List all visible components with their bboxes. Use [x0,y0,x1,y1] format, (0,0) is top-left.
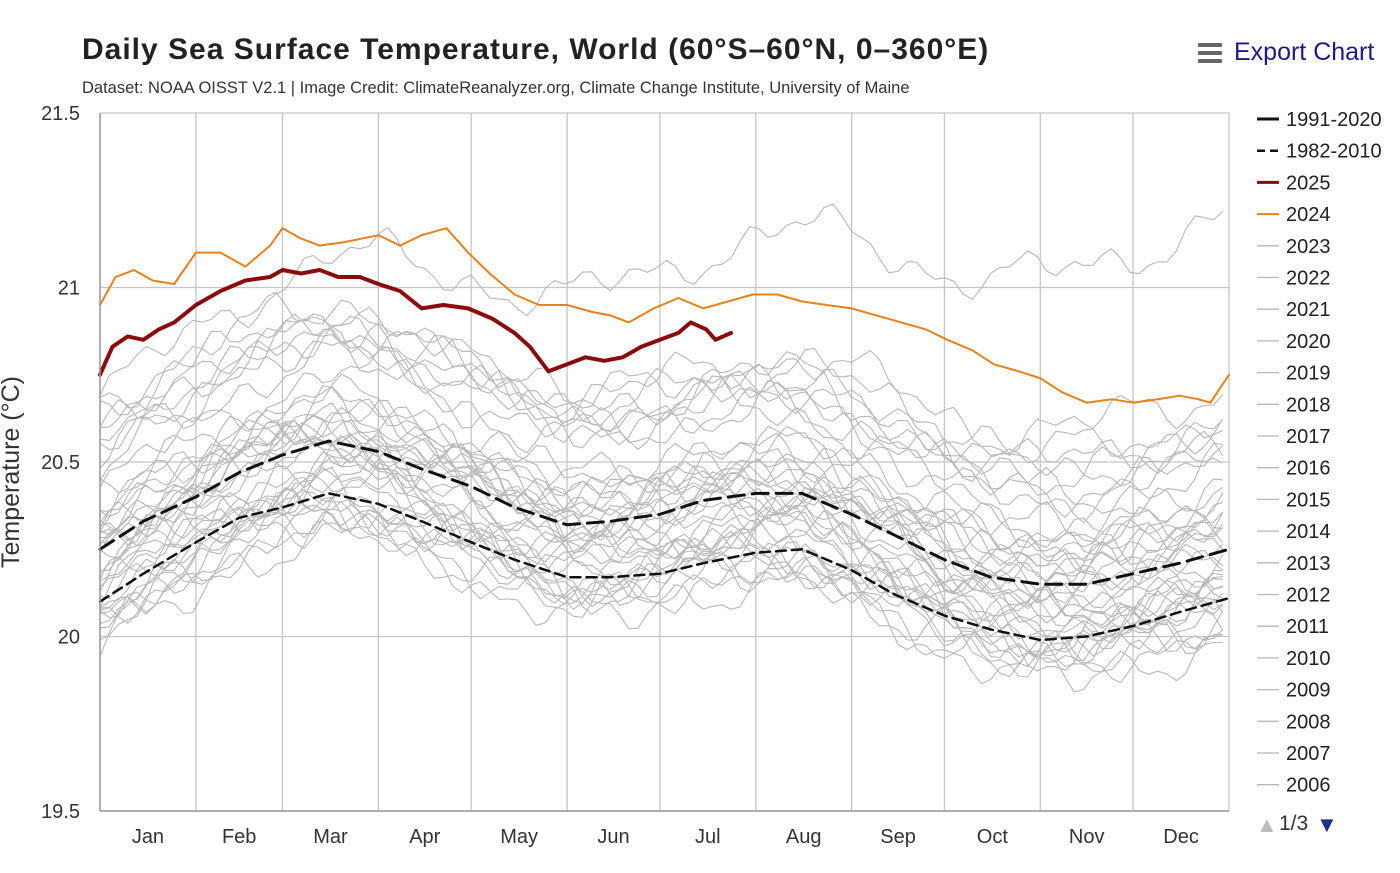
menu-icon [1198,42,1222,63]
legend-item-label: 2008 [1286,711,1331,733]
series-1998 [99,421,1224,640]
chart-subtitle: Dataset: NOAA OISST V2.1 | Image Credit:… [82,79,910,97]
legend-item-label: 2013 [1286,553,1331,575]
legend-item-label: 2011 [1286,616,1329,638]
legend: 1991-2020 1982-2010 2025 2024 2023 2022 2021 20… [1257,109,1382,797]
grid-lines [99,112,1230,812]
legend-item-label: 2020 [1286,331,1331,353]
series-2018 [99,328,1223,514]
y-tick-label: 21 [58,278,80,300]
legend-item-label: 1982-2010 [1286,141,1382,163]
legend-item-label: 2012 [1286,585,1331,607]
legend-item-label: 2023 [1286,236,1331,258]
x-tick-label: Apr [409,826,440,848]
y-tick-label: 19.5 [41,801,80,823]
y-tick-label: 20.5 [41,452,80,474]
series-1999 [99,443,1224,627]
legend-item-label: 1991-2020 [1286,109,1382,131]
x-tick-label: Jun [597,826,629,848]
series-1985 [99,496,1223,693]
legend-item-label: 2009 [1286,680,1331,702]
series-2005 [99,399,1224,572]
legend-item-label: 2024 [1286,204,1331,226]
series-1984 [99,486,1224,672]
export-chart-button[interactable]: Export Chart [1198,38,1374,67]
series-2017 [99,313,1224,518]
legend-item-label: 2017 [1286,426,1331,448]
series-2025 [98,268,733,377]
x-tick-label: Jul [695,826,721,848]
series-1991-2020 [98,439,1231,586]
x-tick-label: Jan [132,826,164,848]
x-tick-label: Sep [880,826,916,848]
legend-page-indicator: 1/3 [1279,812,1309,835]
series-1996 [99,462,1224,636]
y-tick-label: 21.5 [41,103,80,125]
series-1990 [99,473,1224,651]
x-tick-label: Dec [1163,826,1199,848]
series-1994 [99,466,1223,661]
legend-item-label: 2021 [1286,299,1331,321]
legend-item-label: 2015 [1286,489,1331,511]
series-1992 [99,495,1223,668]
series-1991 [99,467,1223,629]
series-2023 [99,203,1224,397]
series-1983 [99,511,1223,678]
series-1988 [99,491,1224,678]
series-2024 [99,227,1230,404]
legend-page-down-icon[interactable]: ▼ [1316,812,1338,837]
series-2002 [99,420,1224,592]
series-1995 [99,435,1224,630]
legend-item-label: 2007 [1286,743,1331,765]
series-2021 [99,325,1224,524]
legend-item-label: 2010 [1286,648,1331,670]
x-tick-label: May [500,826,538,848]
x-tick-label: Oct [977,826,1009,848]
highlight-series [98,227,1231,642]
series-2012 [99,385,1224,574]
legend-item-label: 2019 [1286,363,1331,385]
legend-page-up-icon[interactable]: ▲ [1256,812,1278,837]
series-2014 [99,346,1224,488]
y-tick-label: 20 [58,627,80,649]
x-tick-label: Nov [1069,826,1105,848]
series-2015 [99,327,1224,481]
axes: 19.5 20 20.5 21 21.5 Jan Feb Mar Apr May Jun Jul Aug… [0,103,1229,848]
series-2019 [99,306,1224,465]
legend-item-label: 2006 [1286,775,1331,797]
x-tick-label: Mar [313,826,348,848]
series-1986 [99,492,1224,684]
series-1982 [99,516,1223,685]
chart-title: Daily Sea Surface Temperature, World (60… [82,33,990,66]
series-1997 [99,437,1224,584]
legend-item-label: 2018 [1286,394,1331,416]
y-axis-label: Temperature (°C) [0,376,25,568]
export-chart-label: Export Chart [1234,38,1375,66]
x-tick-label: Feb [222,826,256,848]
series-2009 [99,385,1223,546]
series-1982-2010 [98,492,1231,642]
legend-item-label: 2025 [1286,172,1331,194]
background-years [99,203,1224,693]
series-2008 [99,414,1224,604]
series-2003 [99,402,1223,593]
series-1989 [99,497,1224,658]
legend-item-label: 2022 [1286,268,1331,290]
series-2022 [99,299,1224,487]
x-tick-label: Aug [786,826,822,848]
legend-item-label: 2014 [1286,521,1331,543]
legend-item-label: 2016 [1286,458,1331,480]
series-2007 [99,419,1223,623]
